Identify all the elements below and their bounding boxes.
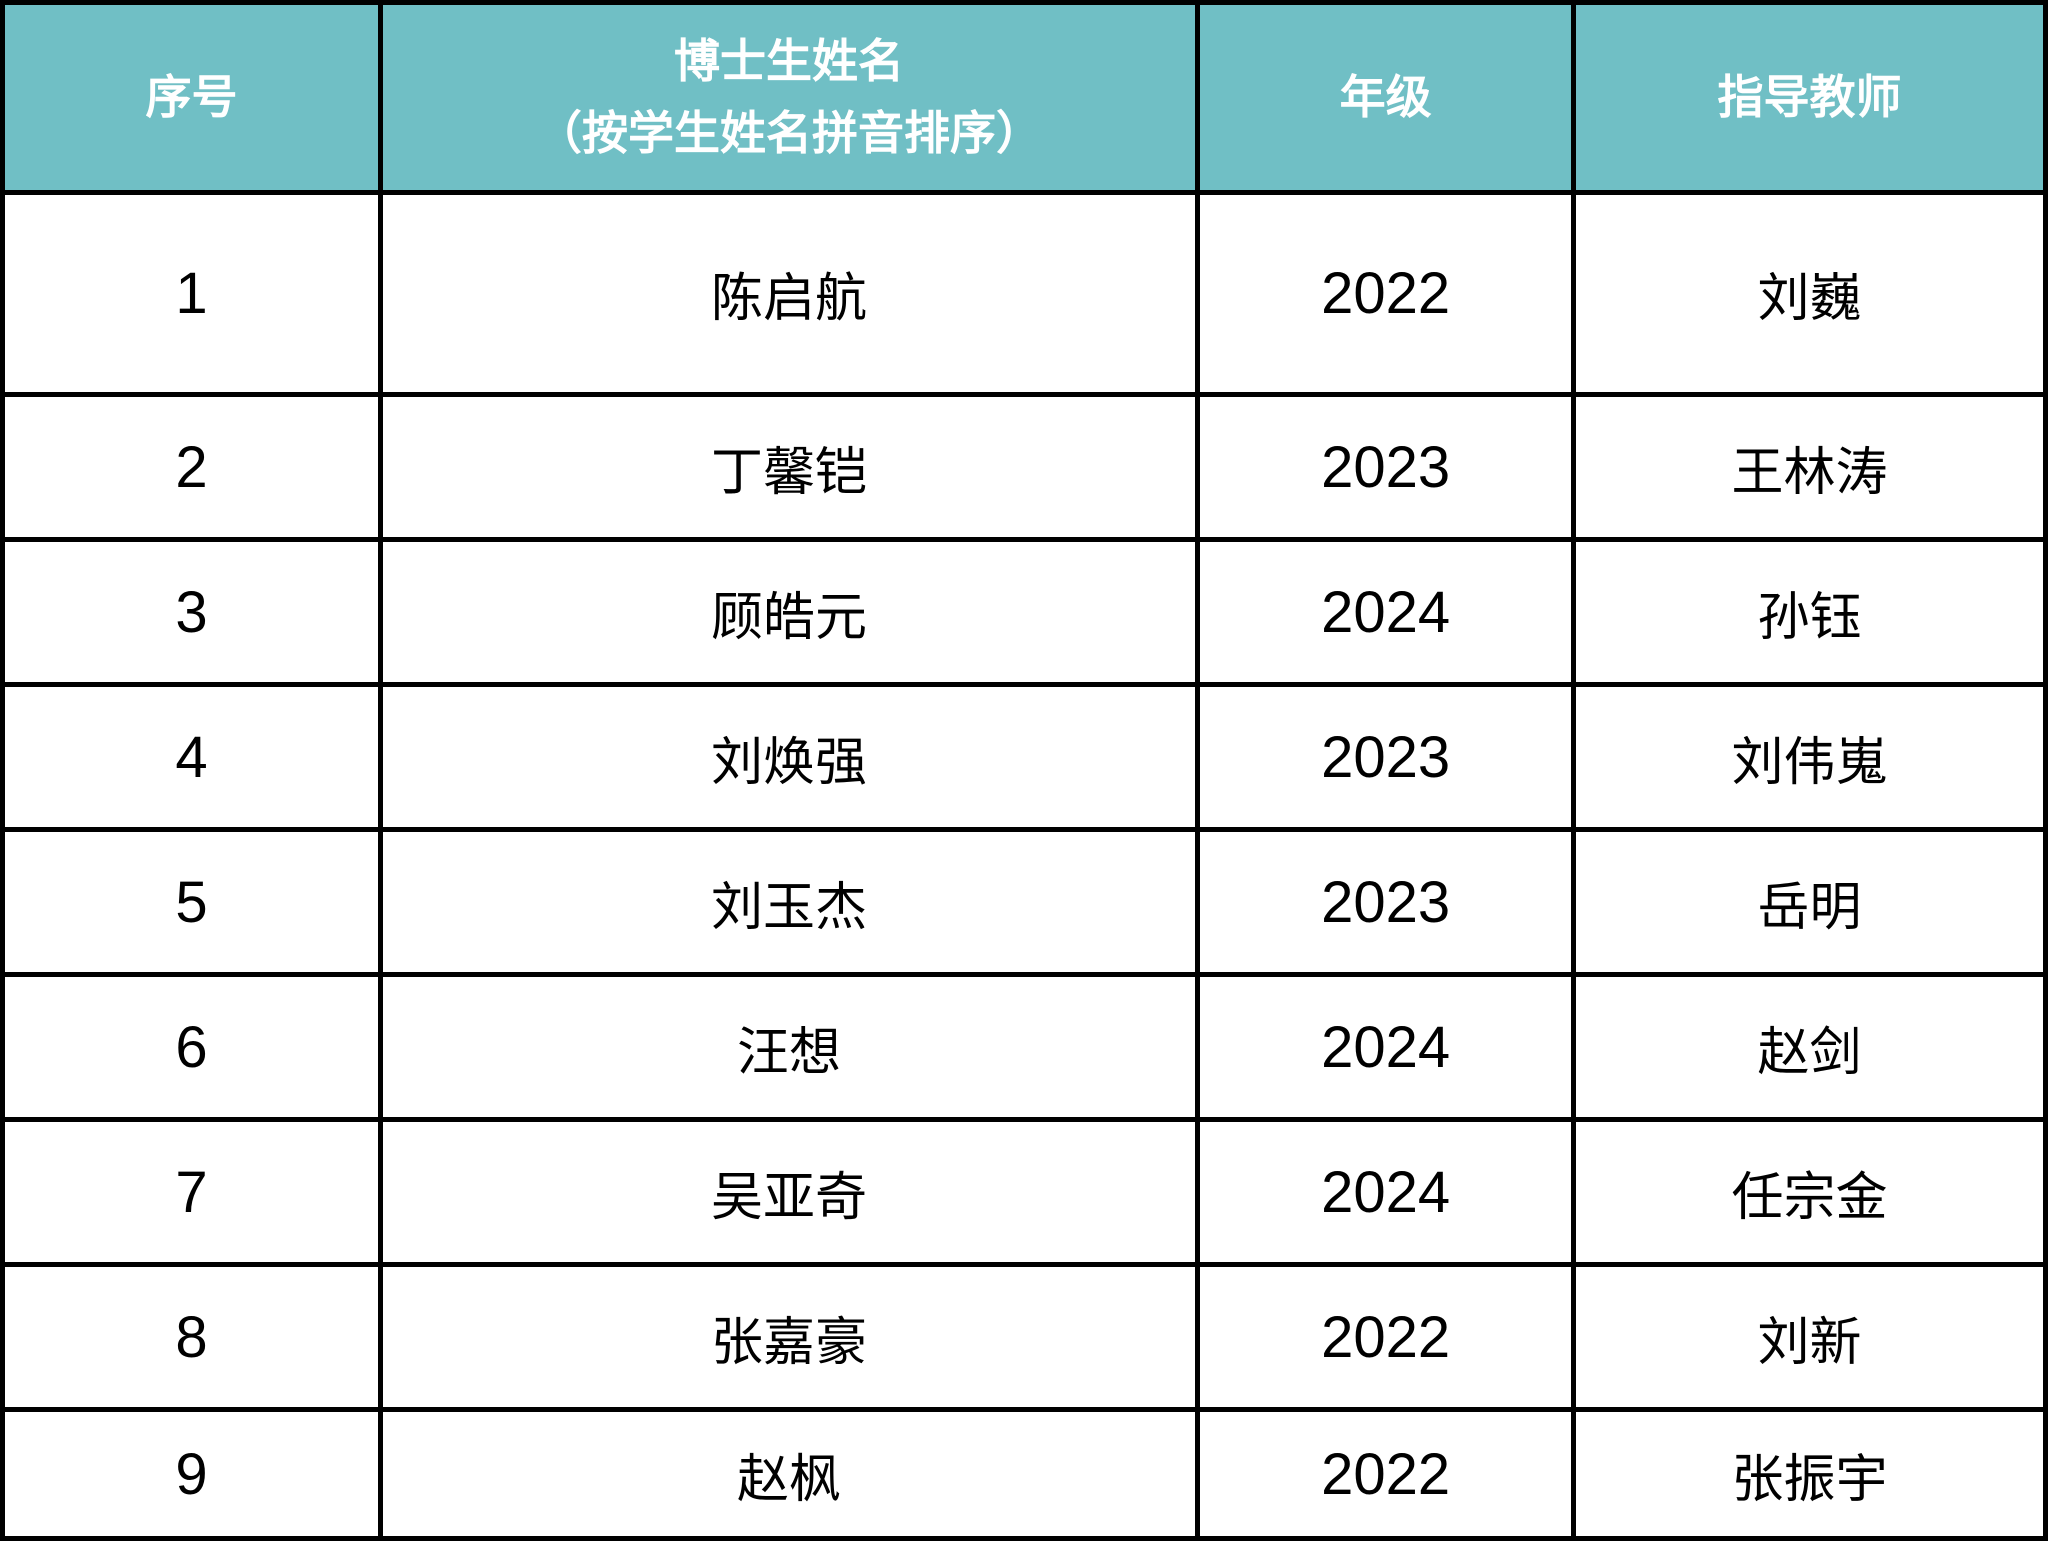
cell-advisor: 刘巍: [1571, 190, 2048, 397]
cell-index: 7: [0, 1117, 383, 1267]
cell-index: 2: [0, 392, 383, 542]
table-row: 2 丁馨铠 2023 王林涛: [0, 392, 2048, 542]
cell-name: 刘焕强: [377, 682, 1201, 832]
header-grade-label: 年级: [1339, 70, 1432, 123]
header-name-label-line2: （按学生姓名拼音排序）: [536, 106, 1043, 159]
cell-name: 汪想: [377, 972, 1201, 1122]
cell-index: 6: [0, 972, 383, 1122]
header-advisor-label: 指导教师: [1717, 70, 1902, 123]
table-row: 9 赵枫 2022 张振宇: [0, 1407, 2048, 1541]
cell-grade: 2023: [1195, 392, 1577, 542]
table-row: 7 吴亚奇 2024 任宗金: [0, 1117, 2048, 1267]
cell-advisor: 刘新: [1571, 1262, 2048, 1412]
cell-advisor: 张振宇: [1571, 1407, 2048, 1541]
header-cell-grade: 年级: [1195, 0, 1577, 195]
cell-name: 张嘉豪: [377, 1262, 1201, 1412]
table-row: 3 顾皓元 2024 孙钰: [0, 537, 2048, 687]
cell-advisor: 王林涛: [1571, 392, 2048, 542]
cell-index: 1: [0, 190, 383, 397]
table-row: 5 刘玉杰 2023 岳明: [0, 827, 2048, 977]
cell-index: 5: [0, 827, 383, 977]
cell-grade: 2024: [1195, 537, 1577, 687]
cell-advisor: 岳明: [1571, 827, 2048, 977]
cell-name: 吴亚奇: [377, 1117, 1201, 1267]
cell-grade: 2023: [1195, 827, 1577, 977]
header-index-label: 序号: [145, 70, 238, 123]
cell-index: 4: [0, 682, 383, 832]
cell-name: 顾皓元: [377, 537, 1201, 687]
cell-advisor: 任宗金: [1571, 1117, 2048, 1267]
table-row: 8 张嘉豪 2022 刘新: [0, 1262, 2048, 1412]
cell-grade: 2023: [1195, 682, 1577, 832]
cell-grade: 2024: [1195, 972, 1577, 1122]
cell-index: 3: [0, 537, 383, 687]
cell-grade: 2022: [1195, 1407, 1577, 1541]
cell-grade: 2022: [1195, 1262, 1577, 1412]
cell-name: 丁馨铠: [377, 392, 1201, 542]
cell-grade: 2022: [1195, 190, 1577, 397]
cell-name: 陈启航: [377, 190, 1201, 397]
cell-advisor: 孙钰: [1571, 537, 2048, 687]
header-cell-advisor: 指导教师: [1571, 0, 2048, 195]
cell-advisor: 赵剑: [1571, 972, 2048, 1122]
cell-index: 9: [0, 1407, 383, 1541]
header-name-label-line1: 博士生姓名: [674, 35, 905, 88]
cell-name: 赵枫: [377, 1407, 1201, 1541]
header-cell-name: 博士生姓名 （按学生姓名拼音排序）: [377, 0, 1201, 195]
table-row: 1 陈启航 2022 刘巍: [0, 190, 2048, 397]
table-header-row: 序号 博士生姓名 （按学生姓名拼音排序） 年级 指导教师: [0, 0, 2048, 195]
cell-grade: 2024: [1195, 1117, 1577, 1267]
cell-name: 刘玉杰: [377, 827, 1201, 977]
cell-index: 8: [0, 1262, 383, 1412]
table-row: 4 刘焕强 2023 刘伟嵬: [0, 682, 2048, 832]
header-cell-index: 序号: [0, 0, 383, 195]
cell-advisor: 刘伟嵬: [1571, 682, 2048, 832]
table-row: 6 汪想 2024 赵剑: [0, 972, 2048, 1122]
